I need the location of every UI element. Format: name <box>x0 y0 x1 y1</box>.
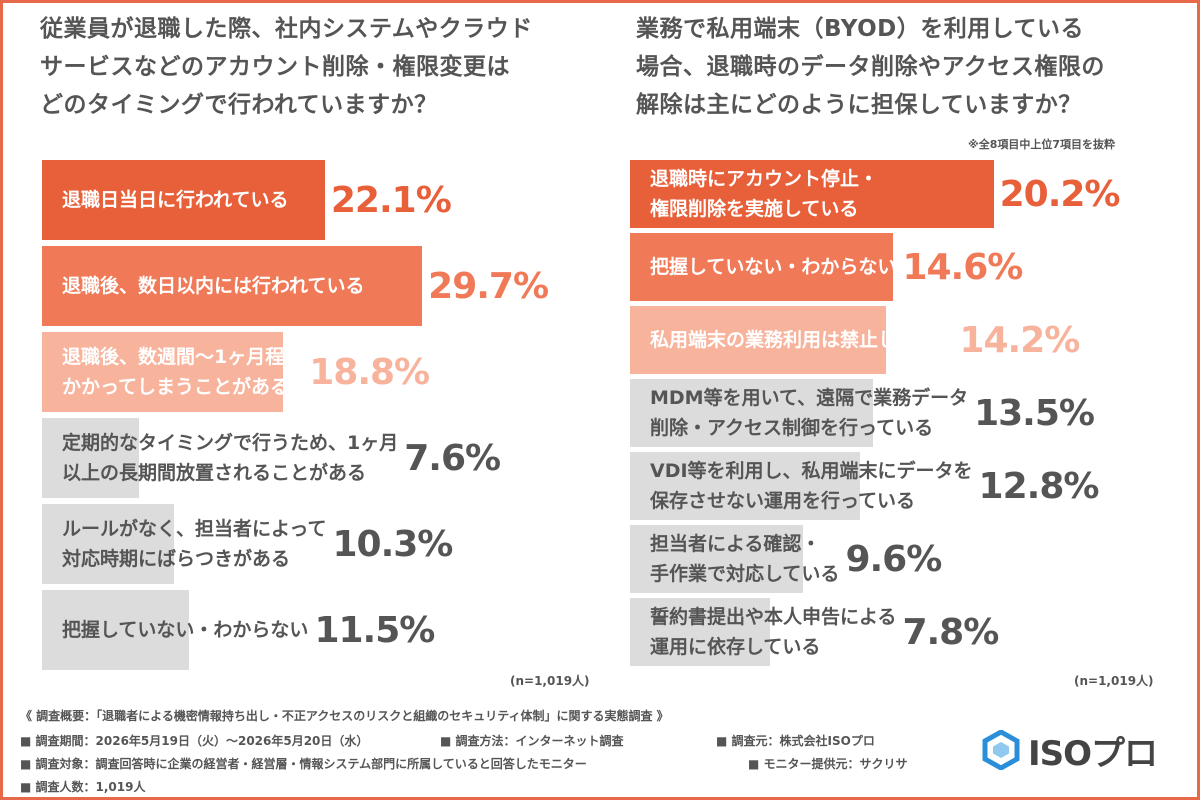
left-question-title: 従業員が退職した際、社内システムやクラウド サービスなどのアカウント削除・権限変… <box>40 16 533 118</box>
bar <box>630 160 994 228</box>
left-sample-size: (n=1,019人) <box>510 674 590 688</box>
bar <box>630 525 803 593</box>
iso-pro-logo: ISOプロ <box>982 730 1182 774</box>
bar-value-label: 14.2% <box>959 319 1080 361</box>
survey-method: ■ 調査方法：インターネット調査 <box>440 734 624 748</box>
bar <box>42 590 190 670</box>
bar-value-label: 18.8% <box>309 351 430 393</box>
bar-category-label: 私用端末の業務利用は禁止している <box>650 329 954 351</box>
bar-row: ルールがなく、担当者によって 対応時期にばらつきがある 10.3% <box>42 504 602 584</box>
bar-category-label: 退職後、数週間〜1ヶ月程度 かかってしまうことがある <box>62 346 304 398</box>
bar-row: 私用端末の業務利用は禁止している 14.2% <box>630 306 1182 374</box>
bar-row: 退職時にアカウント停止・ 権限削除を実施している 20.2% <box>630 160 1182 228</box>
bar <box>630 233 893 301</box>
bar-value-label: 10.3% <box>332 523 453 565</box>
bar-category-label: 定期的なタイミングで行うため、1ヶ月 以上の長期間放置されることがある <box>62 432 399 484</box>
monitor-provider: ■ モニター提供元：サクリサ <box>748 757 908 771</box>
bar-value-label: 12.8% <box>978 465 1100 507</box>
bar-value-label: 22.1% <box>330 179 452 221</box>
bar-value-label: 11.5% <box>314 609 435 651</box>
survey-target: ■ 調査対象：調査回答時に企業の経営者・経営層・情報システム部門に所属していると… <box>20 757 587 771</box>
bar <box>42 418 140 498</box>
bar-value-label: 7.8% <box>902 611 999 653</box>
bar-row: 担当者による確認・ 手作業で対応している 9.6% <box>630 525 1182 593</box>
bar <box>630 379 873 447</box>
bar <box>630 452 861 520</box>
bar-row: 退職後、数日以内には行われている 29.7% <box>42 246 602 326</box>
bar-category-label: 退職後、数日以内には行われている <box>62 275 365 297</box>
bar-category-label: 退職時にアカウント停止・ 権限削除を実施している <box>650 168 879 220</box>
right-question-title: 業務で私用端末（BYOD）を利用している 場合、退職時のデータ削除やアクセス権限… <box>636 16 1105 118</box>
bar-value-label: 29.7% <box>428 265 549 307</box>
right-note: ※全8項目中上位7項目を抜粋 <box>968 138 1116 151</box>
bar-category-label: ルールがなく、担当者によって 対応時期にばらつきがある <box>62 518 327 570</box>
bar-category-label: 担当者による確認・ 手作業で対応している <box>650 533 840 585</box>
bar-value-label: 13.5% <box>974 392 1095 434</box>
bar-row: 退職後、数週間〜1ヶ月程度 かかってしまうことがある 18.8% <box>42 332 602 412</box>
bar-value-label: 9.6% <box>845 538 942 580</box>
bar <box>630 598 771 666</box>
hexagon-logo-icon <box>982 730 1020 770</box>
bar-row: 定期的なタイミングで行うため、1ヶ月 以上の長期間放置されることがある 7.6% <box>42 418 602 498</box>
bar-value-label: 14.6% <box>902 246 1023 288</box>
bar-row: MDM等を用いて、遠隔で業務データ 削除・アクセス制御を行っている 13.5% <box>630 379 1182 447</box>
bar <box>42 246 423 326</box>
bar-category-label: VDI等を利用し、私用端末にデータを 保存させない運用を行っている <box>650 460 973 512</box>
survey-title: 《 調査概要：「退職者による機密情報持ち出し・不正アクセスのリスクと組織のセキュ… <box>20 709 669 723</box>
bar-row: 誓約書提出や本人申告による 運用に依存している 7.8% <box>630 598 1182 666</box>
bar <box>42 504 174 584</box>
bar-category-label: MDM等を用いて、遠隔で業務データ 削除・アクセス制御を行っている <box>650 387 969 439</box>
bar-value-label: 7.6% <box>404 437 501 479</box>
bar-category-label: 把握していない・わからない <box>62 619 309 641</box>
bar-value-label: 20.2% <box>999 173 1121 215</box>
bar-category-label: 退職日当日に行われている <box>62 189 289 211</box>
survey-source: ■ 調査元：株式会社ISOプロ <box>716 734 875 748</box>
survey-period: ■ 調査期間：2026年5月19日（火）〜2026年5月20日（水） <box>20 734 369 748</box>
bar <box>42 332 283 412</box>
bar-row: 把握していない・わからない 14.6% <box>630 233 1182 301</box>
bar-category-label: 誓約書提出や本人申告による 運用に依存している <box>650 606 897 658</box>
bar-row: 退職日当日に行われている 22.1% <box>42 160 602 240</box>
bar-row: VDI等を利用し、私用端末にデータを 保存させない運用を行っている 12.8% <box>630 452 1182 520</box>
survey-count: ■ 調査人数：1,019人 <box>20 780 146 794</box>
logo-text: ISOプロ <box>1028 733 1158 774</box>
bar-row: 把握していない・わからない 11.5% <box>42 590 602 670</box>
bar-category-label: 把握していない・わからない <box>650 256 897 278</box>
bar <box>42 160 325 240</box>
right-sample-size: (n=1,019人) <box>1074 674 1154 688</box>
bar <box>630 306 886 374</box>
